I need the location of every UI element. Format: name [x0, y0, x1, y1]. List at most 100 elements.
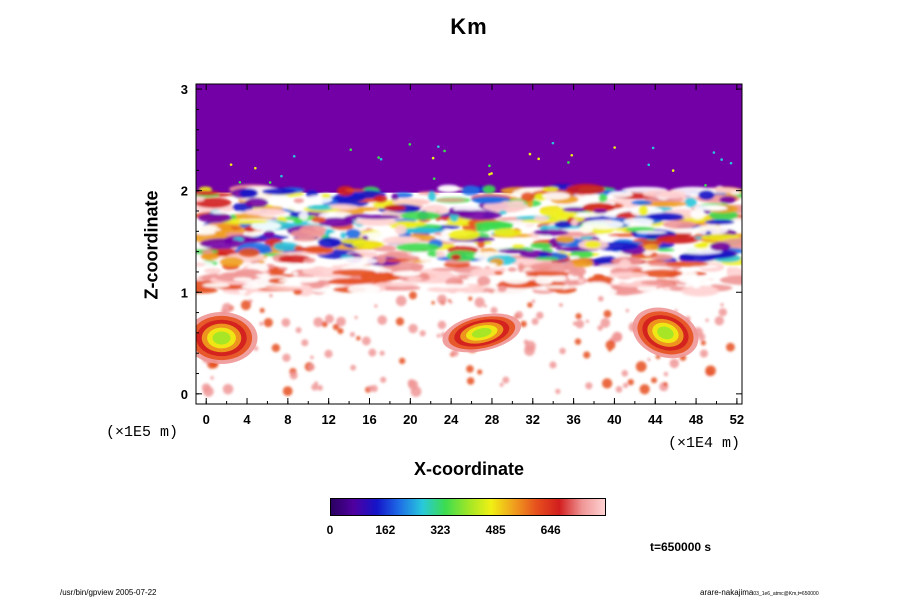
band-streak [698, 190, 715, 200]
lower-patch [490, 306, 498, 315]
band-streak [579, 225, 593, 234]
band-streak [263, 257, 273, 263]
band-streak [530, 262, 571, 273]
band-streak [400, 211, 441, 221]
lower-patch [608, 348, 612, 352]
band-streak [447, 210, 476, 216]
band-streak [493, 228, 522, 237]
speckle [671, 169, 675, 172]
footer-right-main: arare-nakajima [700, 588, 754, 597]
lower-patch [408, 291, 417, 300]
band-streak [719, 275, 742, 285]
band-streak [243, 230, 261, 237]
band-streak [461, 185, 481, 196]
lower-patch [549, 361, 557, 369]
band-streak [376, 254, 387, 264]
band-streak [427, 190, 436, 202]
band-streak [709, 209, 739, 221]
lower-patch [466, 377, 475, 385]
lower-patch [627, 378, 634, 386]
band-streak [497, 248, 529, 254]
band-streak [391, 193, 399, 202]
x-tick-label: 40 [607, 412, 621, 427]
band-streak [317, 237, 342, 248]
lower-patch [598, 295, 604, 302]
band-streak [659, 190, 686, 199]
band-streak [238, 248, 260, 258]
band-streak [293, 198, 305, 204]
z-unit-label: (×1E5 m) [106, 424, 179, 441]
band-streak [557, 211, 578, 217]
band-streak [477, 240, 486, 249]
band-streak [656, 234, 699, 244]
speckle [647, 163, 651, 167]
band-streak [535, 256, 559, 261]
band-streak [329, 205, 351, 210]
band-streak [592, 209, 608, 214]
band-streak [640, 280, 675, 286]
field-layer [196, 84, 742, 404]
footer-left: /usr/bin/gpview 2005-07-22 [60, 588, 157, 597]
x-tick-label: 20 [403, 412, 417, 427]
band-streak [436, 198, 466, 202]
speckle [268, 181, 272, 184]
lower-patch [524, 345, 535, 356]
x-tick-label: 32 [526, 412, 540, 427]
band-streak [470, 268, 495, 277]
lower-patch [621, 369, 629, 377]
lower-patch [374, 304, 378, 308]
band-streak [640, 269, 683, 278]
band-streak [562, 207, 589, 213]
band-streak [278, 254, 311, 264]
lower-patch [559, 347, 566, 355]
x-tick-label: 44 [648, 412, 663, 427]
plume-center-ring [471, 328, 492, 338]
band-streak [598, 193, 608, 203]
band-streak [590, 283, 613, 295]
band-streak [337, 257, 379, 265]
band-streak [582, 202, 616, 213]
lower-patch [380, 376, 387, 383]
band-streak [304, 246, 330, 254]
band-streak [313, 273, 344, 279]
band-streak [347, 284, 381, 294]
band-streak [566, 183, 606, 195]
band-streak [245, 197, 269, 208]
band-streak [703, 209, 711, 214]
lower-patch [407, 379, 416, 387]
lower-patch [663, 382, 668, 387]
lower-patch [449, 300, 453, 304]
time-label: t=650000 s [650, 540, 712, 554]
band-streak [196, 224, 218, 229]
band-streak [196, 190, 220, 196]
lower-patch [282, 353, 291, 362]
band-streak [525, 271, 571, 277]
lower-patch [597, 325, 603, 331]
band-streak [494, 271, 504, 275]
band-streak [646, 212, 684, 221]
band-streak [241, 284, 267, 290]
lower-patch [718, 308, 727, 317]
band-streak [268, 268, 286, 275]
lower-patch [395, 295, 407, 307]
lower-patch [585, 382, 593, 390]
lower-patch [350, 364, 357, 371]
lower-patch [354, 315, 358, 320]
lower-patch [271, 343, 281, 353]
band-streak [385, 258, 410, 262]
lower-patch [419, 330, 426, 337]
lower-patch [410, 386, 422, 397]
band-streak [345, 188, 365, 192]
upper-layer [196, 84, 742, 193]
turbulent-band [196, 183, 742, 297]
band-streak [233, 277, 253, 282]
band-streak [293, 289, 303, 295]
y-tick-label: 1 [181, 285, 188, 300]
band-streak [530, 242, 552, 249]
band-streak [353, 218, 398, 226]
lower-patch [437, 294, 447, 305]
band-streak [431, 267, 468, 272]
band-streak [292, 237, 317, 242]
speckle [537, 157, 540, 161]
